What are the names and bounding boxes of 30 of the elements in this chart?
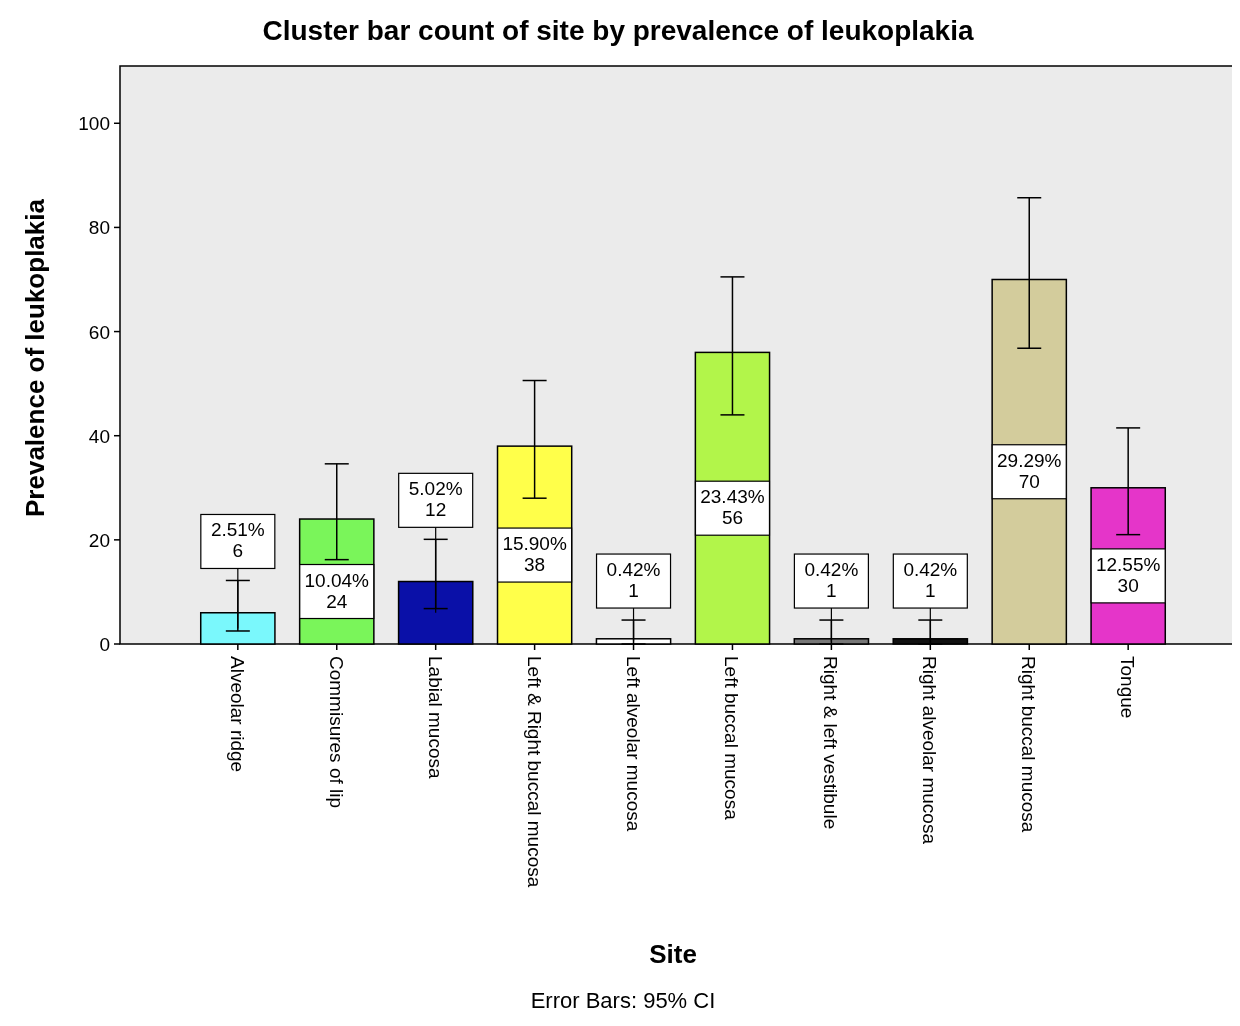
data-label: 0.42% 1	[903, 559, 958, 602]
data-label: 5.02% 12	[408, 478, 463, 521]
x-tick-label: Left buccal mucosa	[721, 656, 743, 821]
x-tick-label: Right & left vestibule	[820, 656, 842, 830]
x-axis-title: Site	[649, 939, 697, 969]
chart-title: Cluster bar count of site by prevalence of leukoplakia	[262, 15, 974, 46]
data-label: 12.55% 30	[1095, 553, 1161, 596]
y-tick-label: 100	[78, 113, 110, 135]
x-tick-label: Left & Right buccal mucosa	[523, 656, 545, 888]
x-tick-label: Tongue	[1117, 656, 1139, 719]
x-tick-label: Left alveolar mucosa	[622, 656, 644, 832]
data-label: 0.42% 1	[606, 559, 661, 602]
x-tick-label: Alveolar ridge	[226, 656, 248, 773]
y-tick-label: 60	[88, 321, 110, 343]
data-label: 10.04% 24	[304, 569, 370, 612]
x-tick-label: Labial mucosa	[424, 656, 446, 779]
data-label: 15.90% 38	[502, 533, 567, 576]
data-label: 0.42% 1	[804, 559, 859, 602]
y-tick-label: 80	[88, 217, 110, 239]
y-tick-label: 20	[88, 529, 110, 551]
data-label: 29.29% 70	[997, 449, 1062, 492]
x-tick-label: Commisures of lip	[325, 656, 347, 809]
y-axis-title: Prevalence of leukoplakia	[20, 198, 50, 517]
x-tick-label: Right buccal mucosa	[1018, 656, 1040, 833]
x-tick-label: Right alveolar mucosa	[919, 656, 941, 845]
data-label: 2.51% 6	[210, 519, 265, 562]
y-tick-label: 0	[99, 634, 110, 655]
y-tick-label: 40	[88, 425, 110, 447]
text: Error Bars: 95% CI	[530, 988, 716, 1013]
data-label: 23.43% 56	[700, 486, 765, 529]
